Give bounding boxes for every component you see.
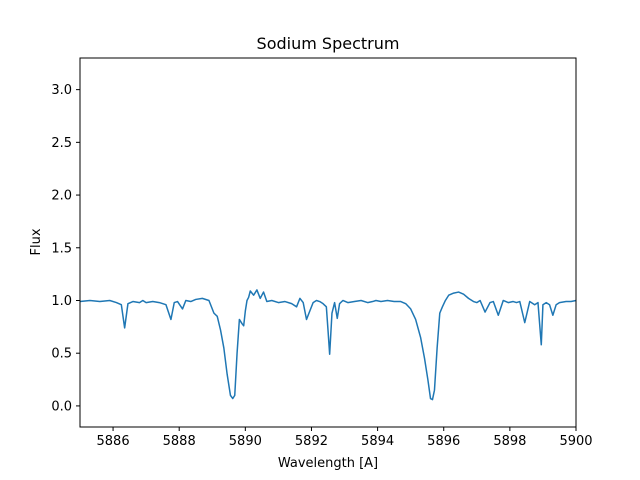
y-tick-label: 3.0 [51,83,72,98]
series-line-0 [79,289,577,401]
y-tick-label: 2.0 [51,189,72,204]
y-tick-label: 1.5 [51,241,72,256]
series-layer [79,289,577,401]
plot-frame [79,57,577,428]
x-tick-label: 5886 [97,434,130,449]
x-tick-label: 5894 [361,434,394,449]
y-axis-label: Flux [29,228,44,255]
x-tick-label: 5890 [229,434,262,449]
y-tick-label: 0.5 [51,347,72,362]
x-axis-label: Wavelength [A] [278,456,378,471]
x-tick-label: 5892 [295,434,328,449]
x-tick-label: 5898 [493,434,526,449]
plot-area-background [80,58,576,427]
y-tick-label: 2.5 [51,136,72,151]
y-tick-label: 0.0 [51,399,72,414]
x-tick-label: 5896 [427,434,460,449]
x-tick-label: 5888 [163,434,196,449]
y-ticks: 0.0 0.5 1.0 1.5 2.0 2.5 3.0 [51,83,80,414]
y-tick-label: 1.0 [51,294,72,309]
chart-title: Sodium Spectrum [257,34,400,53]
x-ticks: 5886 5888 5890 5892 5894 5896 5898 5900 [97,427,593,449]
x-tick-label: 5900 [559,434,592,449]
